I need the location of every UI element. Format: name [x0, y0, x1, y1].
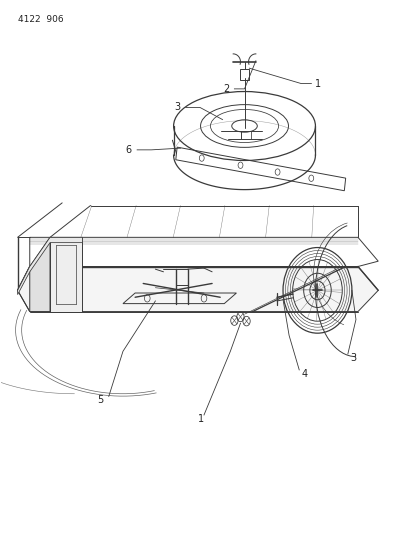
Bar	[239, 69, 249, 80]
Text: 3: 3	[350, 353, 356, 362]
Text: 4122  906: 4122 906	[18, 14, 63, 23]
Polygon shape	[50, 237, 82, 312]
Text: 6: 6	[126, 145, 132, 155]
Text: 1: 1	[198, 414, 204, 424]
Text: 2: 2	[223, 84, 229, 94]
Polygon shape	[30, 237, 50, 312]
Text: 1: 1	[315, 78, 322, 88]
Polygon shape	[18, 266, 378, 312]
Text: 4: 4	[301, 369, 307, 378]
Polygon shape	[18, 237, 82, 295]
Text: 5: 5	[97, 395, 104, 405]
Text: 3: 3	[174, 102, 180, 112]
